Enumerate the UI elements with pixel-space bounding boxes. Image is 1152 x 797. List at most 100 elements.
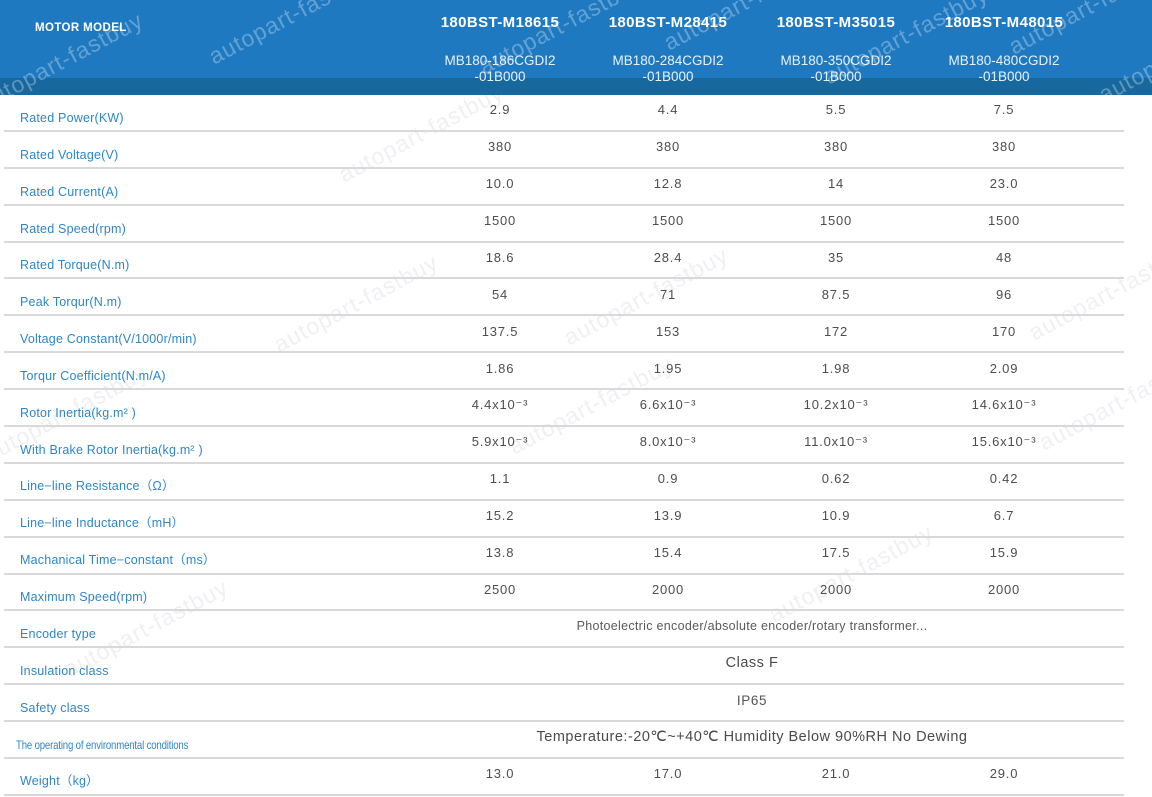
model-code: MB180-480CGDI2 -01B000	[920, 53, 1088, 85]
cell-value: 10.0	[485, 176, 515, 192]
table-row: Insulation class Class F	[0, 648, 1152, 686]
model-code-line2: -01B000	[810, 69, 862, 84]
cell-value: 2000	[819, 582, 853, 598]
cell-value: 1500	[483, 213, 517, 229]
cell-value: 18.6	[485, 250, 515, 265]
row-label: Line−line Resistance（Ω）	[20, 478, 175, 493]
model-code: MB180-350CGDI2 -01B000	[752, 53, 920, 85]
cell-value: 172	[823, 323, 849, 339]
row-label: Torqur Coefficient(N.m/A)	[20, 369, 166, 384]
model-name: 180BST-M28415	[608, 14, 728, 31]
cell-value: 380	[487, 139, 513, 155]
table-row: Rated Torque(N.m) 18.6 28.4 35 48	[0, 243, 1152, 280]
column-header-3: 180BST-M35015 MB180-350CGDI2 -01B000	[752, 0, 920, 95]
row-label: Rated Current(A)	[20, 184, 119, 199]
cell-value: 2000	[987, 582, 1021, 598]
cell-value-span: Class F	[725, 655, 779, 672]
table-row: Rated Current(A) 10.0 12.8 14 23.0	[0, 169, 1152, 206]
table-row: The operating of environmental condition…	[0, 722, 1152, 759]
cell-value: 13.9	[653, 508, 683, 524]
table-row: Voltage Constant(V/1000r/min) 137.5 153 172…	[0, 316, 1152, 354]
model-code-line1: MB180-284CGDI2	[612, 53, 724, 68]
cell-value: 170	[991, 323, 1017, 339]
cell-value: 23.0	[989, 176, 1019, 192]
row-label: Rotor Inertia(kg.m² )	[20, 406, 137, 421]
cell-value: 1.95	[653, 360, 683, 376]
motor-model-header-label: MOTOR MODEL	[35, 22, 127, 34]
row-label: Voltage Constant(V/1000r/min)	[20, 332, 197, 347]
table-row: Line−line Resistance（Ω） 1.1 0.9 0.62 0.42	[0, 464, 1152, 501]
cell-value: 11.0x10⁻³	[804, 433, 868, 449]
cell-value: 10.2x10⁻³	[803, 397, 869, 413]
row-label: Rated Voltage(V)	[20, 147, 119, 162]
cell-value: 15.9	[989, 545, 1019, 561]
table-row: Rated Power(KW) 2.9 4.4 5.5 7.5	[0, 95, 1152, 132]
model-name: 180BST-M48015	[944, 14, 1064, 31]
cell-value: 48	[995, 250, 1013, 265]
model-code-line2: -01B000	[474, 69, 526, 84]
table-row: Safety class IP65	[0, 685, 1152, 723]
table-row: Machanical Time−constant（ms） 13.8 15.4 17.5…	[0, 538, 1152, 575]
cell-value: 4.4	[657, 102, 679, 118]
model-name: 180BST-M18615	[440, 14, 560, 31]
row-label: Maximum Speed(rpm)	[20, 590, 148, 605]
cell-value-span: IP65	[736, 692, 768, 708]
cell-value: 380	[991, 139, 1017, 155]
cell-value: 5.9x10⁻³	[471, 433, 529, 449]
cell-value: 0.62	[821, 471, 851, 487]
cell-value: 137.5	[481, 323, 519, 339]
model-code: MB180-186CGDI2 -01B000	[416, 53, 584, 85]
column-header-4: 180BST-M48015 MB180-480CGDI2 -01B000	[920, 0, 1088, 95]
row-label: Rated Speed(rpm)	[20, 221, 127, 236]
cell-value: 1.98	[821, 360, 851, 376]
cell-value-span: Temperature:-20℃~+40℃ Humidity Below 90%…	[536, 729, 968, 746]
row-label: Peak Torqur(N.m)	[20, 295, 122, 310]
table-row: With Brake Rotor Inertia(kg.m² ) 5.9x10⁻³…	[0, 427, 1152, 464]
row-label: Safety class	[20, 701, 90, 716]
cell-value: 2500	[483, 582, 517, 598]
cell-value: 14	[827, 176, 845, 192]
spec-table-body: Rated Power(KW) 2.9 4.4 5.5 7.5 Rated Voltage…	[0, 95, 1152, 796]
table-row: Peak Torqur(N.m) 54 71 87.5 96	[0, 279, 1152, 317]
model-code-line2: -01B000	[978, 69, 1030, 84]
row-label: Machanical Time−constant（ms）	[20, 552, 216, 567]
table-row: Rotor Inertia(kg.m² ) 4.4x10⁻³ 6.6x10⁻³ 10.…	[0, 390, 1152, 427]
table-row: Torqur Coefficient(N.m/A) 1.86 1.95 1.98 2.0…	[0, 353, 1152, 391]
cell-value: 35	[827, 250, 845, 265]
cell-value: 6.6x10⁻³	[639, 397, 697, 413]
cell-value: 17.0	[653, 766, 683, 782]
table-row: Line−line Inductance（mH） 15.2 13.9 10.9 6.7	[0, 501, 1152, 538]
cell-value: 12.8	[653, 176, 683, 192]
row-label: Rated Power(KW)	[20, 110, 124, 125]
cell-value: 54	[491, 286, 509, 302]
table-row: Rated Voltage(V) 380 380 380 380	[0, 132, 1152, 169]
row-label: Line−line Inductance（mH）	[20, 515, 185, 530]
column-header-2: 180BST-M28415 MB180-284CGDI2 -01B000	[584, 0, 752, 95]
cell-value: 10.9	[821, 508, 851, 524]
cell-value: 28.4	[653, 250, 683, 265]
cell-value: 87.5	[821, 286, 851, 302]
cell-value: 96	[995, 286, 1013, 302]
cell-value: 1.1	[489, 471, 511, 487]
cell-value: 71	[659, 286, 677, 302]
cell-value: 2000	[651, 582, 685, 598]
cell-value: 13.8	[485, 545, 515, 561]
cell-value-span: Photoelectric encoder/absolute encoder/r…	[576, 619, 928, 634]
model-code-line1: MB180-186CGDI2	[444, 53, 556, 68]
cell-value: 8.0x10⁻³	[639, 433, 697, 449]
cell-value: 1500	[987, 213, 1021, 229]
cell-value: 1500	[819, 213, 853, 229]
cell-value: 29.0	[989, 766, 1019, 782]
cell-value: 7.5	[993, 102, 1015, 118]
cell-value: 1500	[651, 213, 685, 229]
row-label: The operating of environmental condition…	[16, 738, 189, 753]
cell-value: 380	[655, 139, 681, 155]
row-label: Weight（kg）	[20, 773, 99, 788]
cell-value: 15.6x10⁻³	[971, 433, 1037, 449]
cell-value: 15.2	[485, 508, 515, 524]
table-row: Encoder type Photoelectric encoder/absolu…	[0, 611, 1152, 649]
model-name: 180BST-M35015	[776, 14, 896, 31]
cell-value: 0.9	[657, 471, 679, 487]
cell-value: 2.09	[989, 360, 1019, 376]
